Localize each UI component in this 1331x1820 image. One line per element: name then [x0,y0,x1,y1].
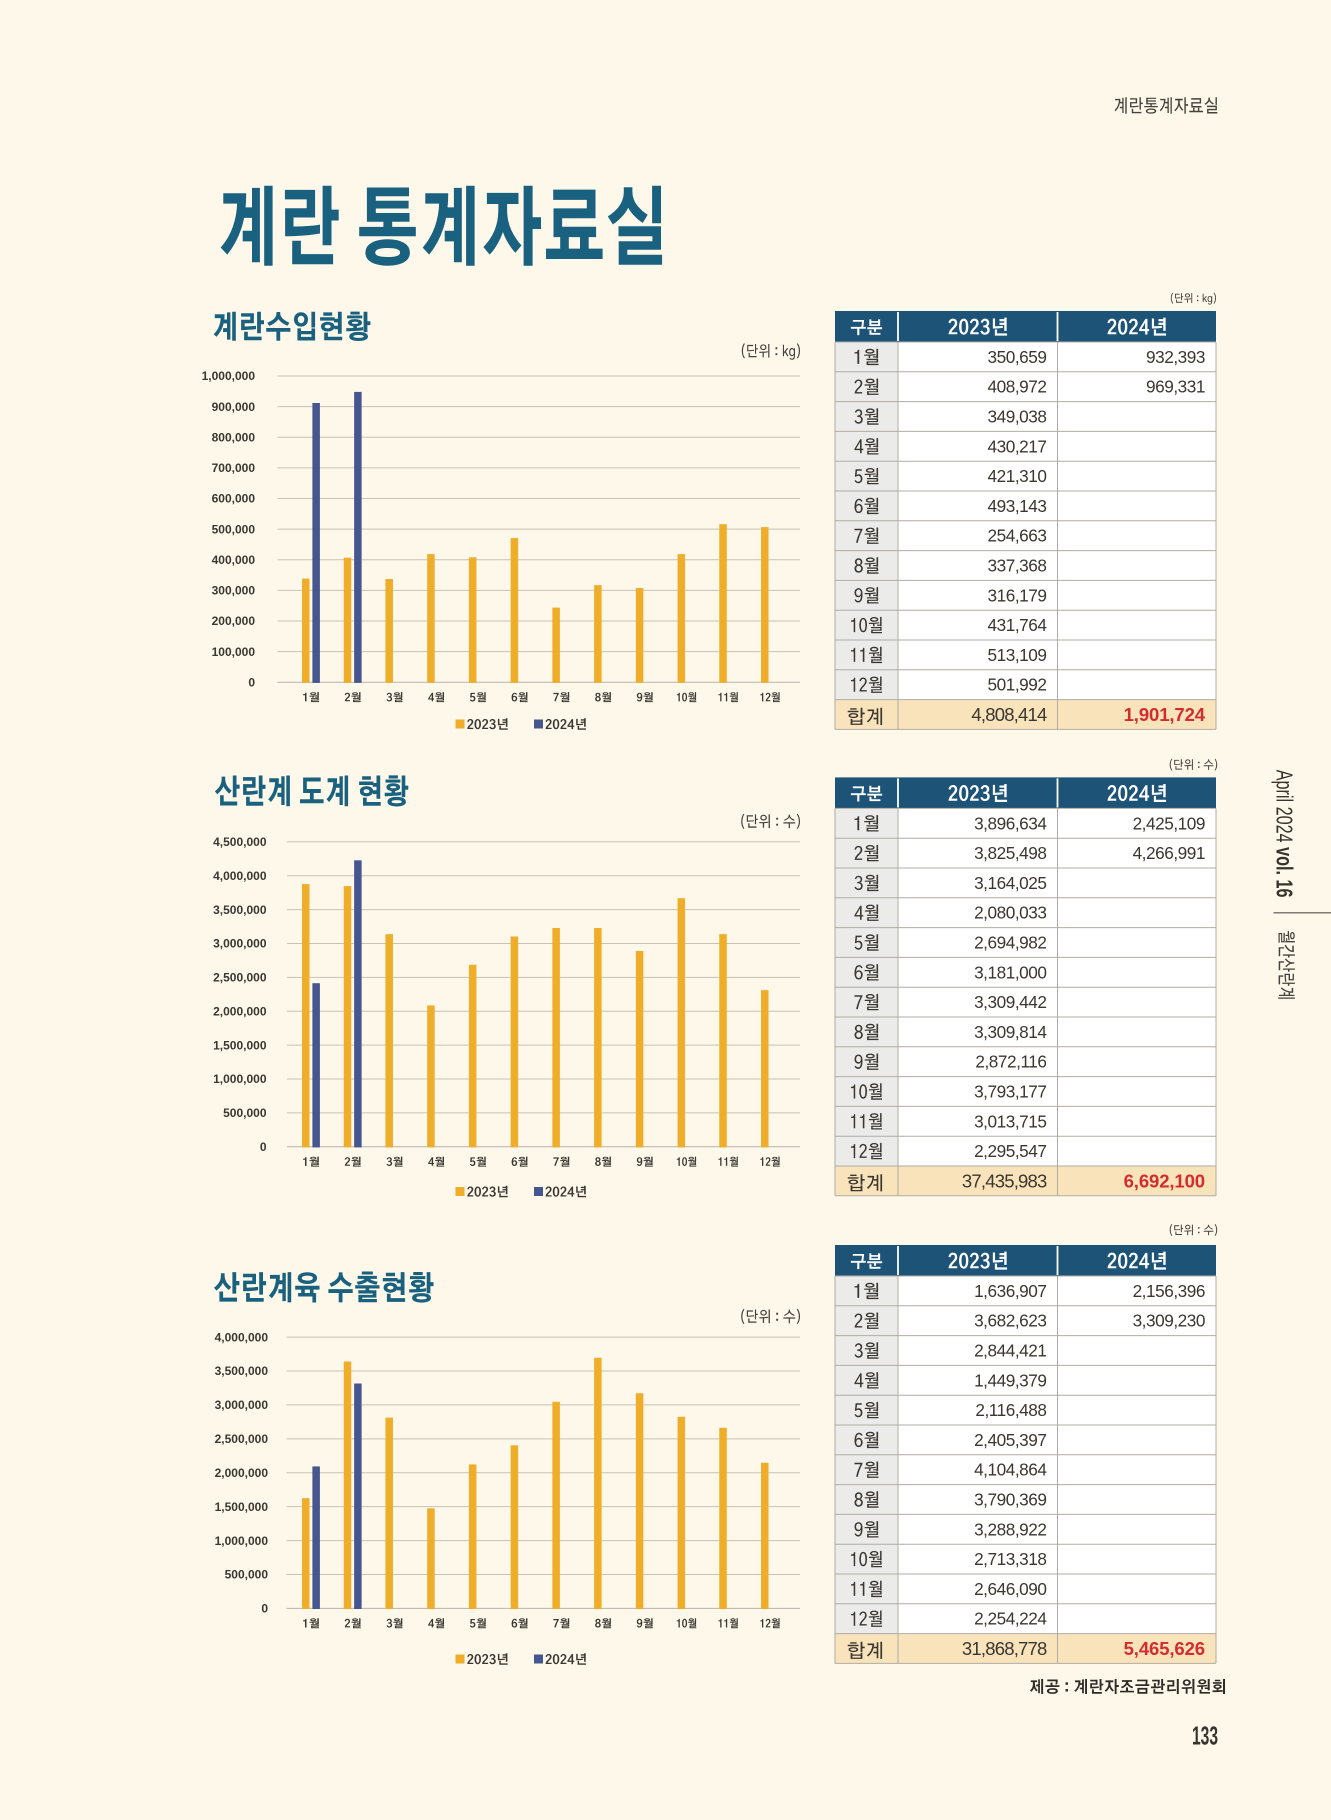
svg-text:0: 0 [261,1602,268,1616]
svg-text:800,000: 800,000 [212,430,256,444]
svg-text:3,000,000: 3,000,000 [213,937,267,951]
svg-text:3,000,000: 3,000,000 [215,1398,269,1412]
svg-text:2,254,224: 2,254,224 [974,1609,1047,1629]
svg-text:1,000,000: 1,000,000 [215,1534,269,1548]
svg-text:969,331: 969,331 [1146,377,1205,397]
svg-text:2,425,109: 2,425,109 [1133,813,1205,833]
svg-text:2,646,090: 2,646,090 [974,1579,1046,1599]
svg-text:6,692,100: 6,692,100 [1124,1170,1205,1191]
svg-text:2,694,982: 2,694,982 [974,933,1046,953]
svg-text:2,116,488: 2,116,488 [975,1400,1046,1420]
svg-text:500,000: 500,000 [212,522,256,536]
svg-text:3,309,442: 3,309,442 [974,992,1046,1012]
svg-text:2,405,397: 2,405,397 [974,1430,1046,1450]
svg-text:316,179: 316,179 [988,585,1047,605]
svg-text:3,825,498: 3,825,498 [974,843,1046,863]
svg-text:1,000,000: 1,000,000 [213,1072,267,1086]
svg-text:2,844,421: 2,844,421 [974,1341,1046,1361]
svg-text:1,500,000: 1,500,000 [213,1038,267,1052]
svg-text:700,000: 700,000 [212,461,256,475]
svg-text:1,636,907: 1,636,907 [974,1281,1046,1301]
svg-text:3,500,000: 3,500,000 [213,903,267,917]
svg-text:254,663: 254,663 [988,526,1047,546]
svg-text:4,500,000: 4,500,000 [213,835,267,849]
svg-text:2,295,547: 2,295,547 [974,1141,1046,1161]
svg-text:300,000: 300,000 [212,584,256,598]
svg-text:600,000: 600,000 [212,492,256,506]
svg-text:337,368: 337,368 [988,556,1047,576]
svg-text:500,000: 500,000 [223,1106,267,1120]
svg-text:932,393: 932,393 [1146,347,1205,367]
svg-text:4,104,864: 4,104,864 [974,1460,1047,1480]
svg-text:3,288,922: 3,288,922 [974,1519,1046,1539]
svg-text:1,449,379: 1,449,379 [974,1370,1046,1390]
svg-text:350,659: 350,659 [988,347,1047,367]
svg-text:1,000,000: 1,000,000 [202,369,256,383]
svg-text:430,217: 430,217 [988,436,1047,456]
svg-text:2,500,000: 2,500,000 [215,1432,269,1446]
svg-text:2,000,000: 2,000,000 [213,1004,267,1018]
svg-text:3,309,814: 3,309,814 [974,1022,1047,1042]
svg-text:431,764: 431,764 [988,615,1048,635]
svg-text:0: 0 [248,676,255,690]
svg-text:421,310: 421,310 [988,466,1047,486]
svg-text:4,266,991: 4,266,991 [1133,843,1205,863]
svg-text:493,143: 493,143 [988,496,1047,516]
svg-text:37,435,983: 37,435,983 [962,1170,1047,1191]
svg-text:3,682,623: 3,682,623 [974,1311,1046,1331]
svg-text:513,109: 513,109 [988,645,1047,665]
svg-text:3,309,230: 3,309,230 [1133,1311,1205,1331]
svg-text:2,080,033: 2,080,033 [974,903,1046,923]
svg-text:2,713,318: 2,713,318 [974,1549,1046,1569]
svg-text:3,181,000: 3,181,000 [974,962,1046,982]
svg-text:4,000,000: 4,000,000 [215,1330,269,1344]
svg-text:2,872,116: 2,872,116 [975,1052,1046,1072]
svg-text:3,896,634: 3,896,634 [974,813,1047,833]
svg-text:133: 133 [1192,1721,1218,1750]
svg-text:31,868,778: 31,868,778 [962,1638,1047,1659]
svg-text:3,164,025: 3,164,025 [974,873,1046,893]
svg-text:400,000: 400,000 [212,553,256,567]
svg-text:349,038: 349,038 [988,407,1047,427]
svg-text:900,000: 900,000 [212,400,256,414]
svg-text:1,500,000: 1,500,000 [215,1500,269,1514]
svg-text:4,000,000: 4,000,000 [213,869,267,883]
svg-text:0: 0 [260,1140,267,1154]
svg-text:100,000: 100,000 [212,645,256,659]
svg-text:408,972: 408,972 [988,377,1047,397]
svg-text:2,156,396: 2,156,396 [1133,1281,1205,1301]
svg-text:2,500,000: 2,500,000 [213,971,267,985]
svg-text:April 2024 vol. 16: April 2024 vol. 16 [1271,770,1296,898]
svg-text:1,901,724: 1,901,724 [1124,704,1206,725]
svg-text:200,000: 200,000 [212,614,256,628]
svg-text:500,000: 500,000 [225,1568,269,1582]
svg-text:3,793,177: 3,793,177 [974,1082,1046,1102]
svg-text:5,465,626: 5,465,626 [1124,1638,1205,1659]
svg-text:4,808,414: 4,808,414 [971,704,1047,725]
svg-text:2,000,000: 2,000,000 [215,1466,269,1480]
svg-text:3,013,715: 3,013,715 [974,1111,1046,1131]
svg-text:3,500,000: 3,500,000 [215,1364,269,1378]
svg-text:3,790,369: 3,790,369 [974,1490,1046,1510]
svg-text:501,992: 501,992 [988,675,1047,695]
